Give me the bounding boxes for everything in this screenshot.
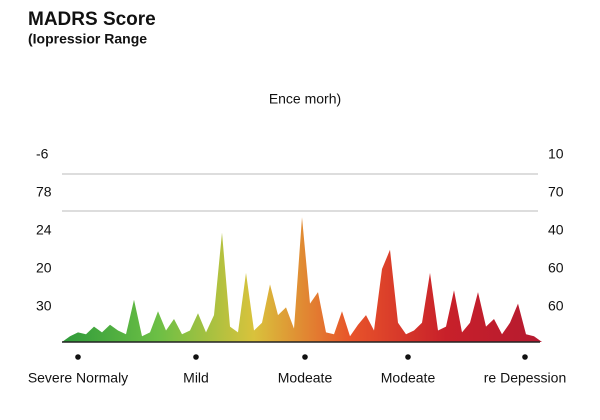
right-axis-label: 70 (548, 184, 564, 200)
area (62, 217, 542, 342)
right-axis-label: 40 (548, 222, 564, 238)
chart-title: MADRS Score (28, 9, 156, 30)
right-axis-label: 60 (548, 298, 564, 314)
x-tick-label: Modeate (381, 370, 436, 386)
x-tick-label: Severe Normaly (28, 370, 128, 386)
left-axis-label: 78 (36, 184, 52, 200)
x-tick-dot (405, 354, 411, 360)
x-tick-label: re Depession (484, 370, 567, 386)
chart-subtitle: (Iopressior Range (28, 31, 147, 47)
left-axis-label: -6 (36, 146, 49, 162)
chart-header: Ence morh) (269, 91, 341, 107)
x-tick-label: Modeate (278, 370, 333, 386)
x-tick-dot (75, 354, 81, 360)
x-tick-dot (302, 354, 308, 360)
right-axis-label: 10 (548, 146, 564, 162)
left-axis-label: 30 (36, 298, 52, 314)
x-tick-dot (193, 354, 199, 360)
x-tick-dot (522, 354, 528, 360)
right-axis-label: 60 (548, 260, 564, 276)
x-tick-label: Mild (183, 370, 209, 386)
left-axis-label: 24 (36, 222, 52, 238)
left-axis-label: 20 (36, 260, 52, 276)
